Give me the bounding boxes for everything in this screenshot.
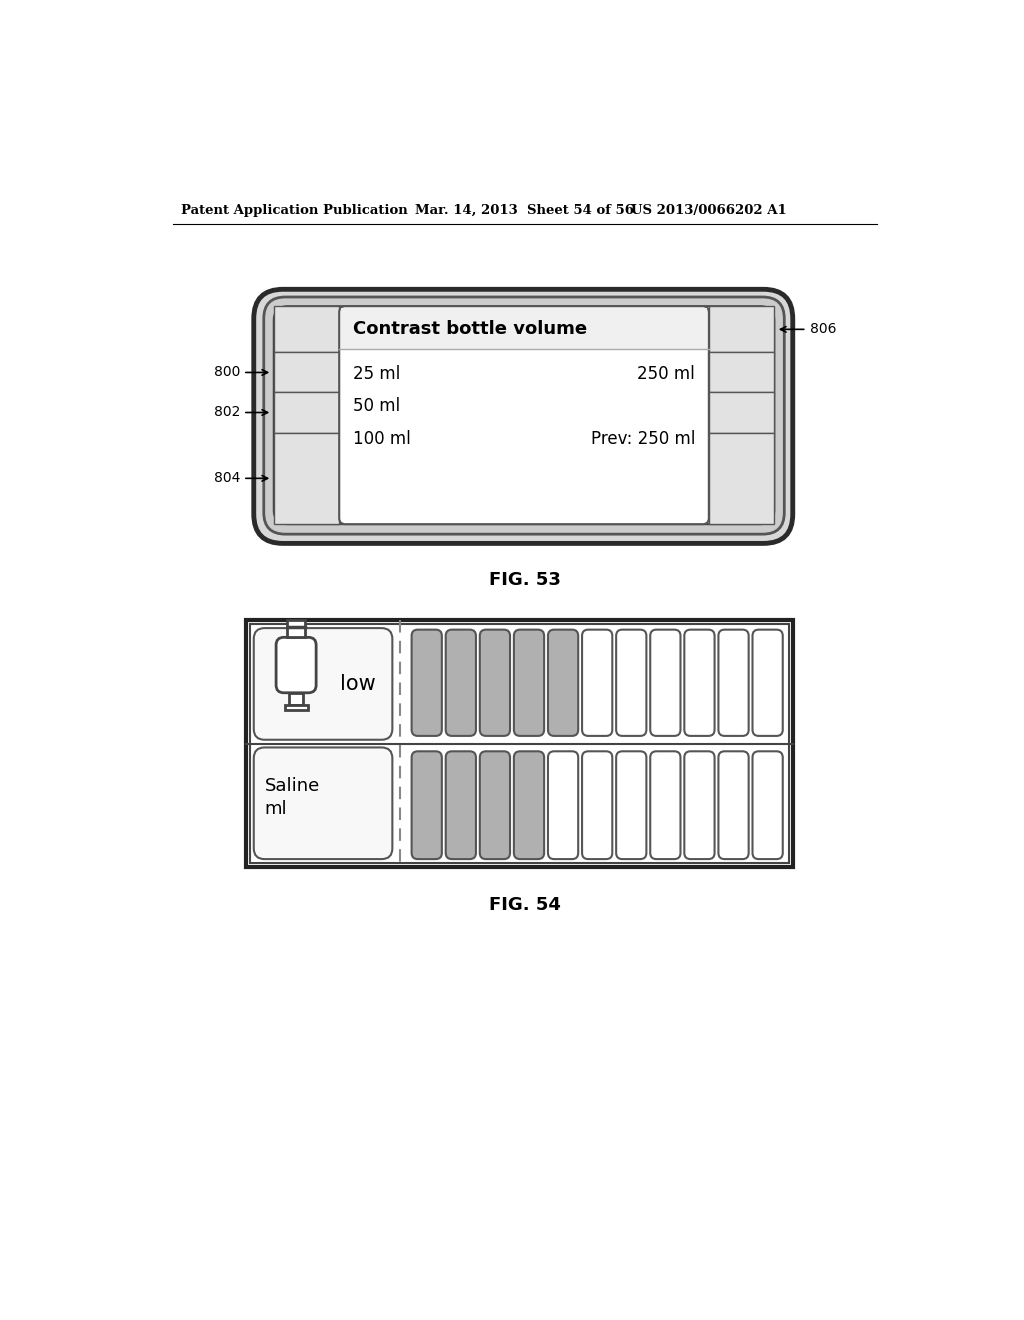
Text: US 2013/0066202 A1: US 2013/0066202 A1 (631, 205, 786, 218)
FancyBboxPatch shape (616, 751, 646, 859)
FancyBboxPatch shape (264, 297, 784, 535)
FancyBboxPatch shape (548, 630, 579, 737)
FancyBboxPatch shape (514, 751, 544, 859)
Bar (341, 308, 708, 348)
Bar (250, 624, 788, 863)
FancyBboxPatch shape (582, 630, 612, 737)
FancyBboxPatch shape (548, 751, 579, 859)
FancyBboxPatch shape (650, 751, 681, 859)
Text: FIG. 54: FIG. 54 (488, 896, 561, 915)
Bar (709, 306, 774, 352)
Text: 804: 804 (214, 471, 240, 486)
Bar (273, 352, 339, 392)
FancyBboxPatch shape (719, 630, 749, 737)
FancyBboxPatch shape (276, 638, 316, 693)
Bar (246, 620, 793, 867)
Bar (285, 705, 307, 710)
FancyBboxPatch shape (339, 306, 709, 524)
Bar (273, 392, 339, 433)
FancyBboxPatch shape (412, 630, 441, 737)
FancyBboxPatch shape (684, 630, 715, 737)
FancyBboxPatch shape (254, 747, 392, 859)
Text: 100 ml: 100 ml (353, 430, 411, 449)
FancyBboxPatch shape (412, 751, 441, 859)
FancyBboxPatch shape (753, 751, 782, 859)
FancyBboxPatch shape (480, 751, 510, 859)
Text: Patent Application Publication: Patent Application Publication (180, 205, 408, 218)
Text: Mar. 14, 2013  Sheet 54 of 56: Mar. 14, 2013 Sheet 54 of 56 (416, 205, 635, 218)
Text: Prev: 250 ml: Prev: 250 ml (591, 430, 695, 449)
FancyBboxPatch shape (514, 630, 544, 737)
Text: Contrast bottle volume: Contrast bottle volume (353, 319, 587, 338)
FancyBboxPatch shape (753, 630, 782, 737)
FancyBboxPatch shape (254, 289, 793, 544)
FancyBboxPatch shape (719, 751, 749, 859)
Text: 50 ml: 50 ml (353, 397, 400, 416)
Bar (273, 306, 339, 352)
Text: 806: 806 (810, 322, 837, 337)
Bar (709, 392, 774, 433)
FancyBboxPatch shape (650, 630, 681, 737)
Bar (709, 352, 774, 392)
Bar (273, 433, 339, 524)
Text: 802: 802 (214, 405, 240, 420)
Bar (289, 693, 303, 705)
FancyBboxPatch shape (582, 751, 612, 859)
FancyBboxPatch shape (445, 751, 476, 859)
Bar (709, 433, 774, 524)
FancyBboxPatch shape (254, 628, 392, 739)
Text: 800: 800 (214, 366, 240, 379)
Bar (287, 620, 305, 638)
Text: low: low (340, 675, 376, 694)
Text: 250 ml: 250 ml (637, 366, 695, 383)
FancyBboxPatch shape (273, 306, 774, 524)
Text: 25 ml: 25 ml (353, 366, 400, 383)
FancyBboxPatch shape (684, 751, 715, 859)
Text: Saline
ml: Saline ml (264, 777, 319, 818)
FancyBboxPatch shape (616, 630, 646, 737)
Text: FIG. 53: FIG. 53 (488, 572, 561, 589)
FancyBboxPatch shape (480, 630, 510, 737)
FancyBboxPatch shape (445, 630, 476, 737)
